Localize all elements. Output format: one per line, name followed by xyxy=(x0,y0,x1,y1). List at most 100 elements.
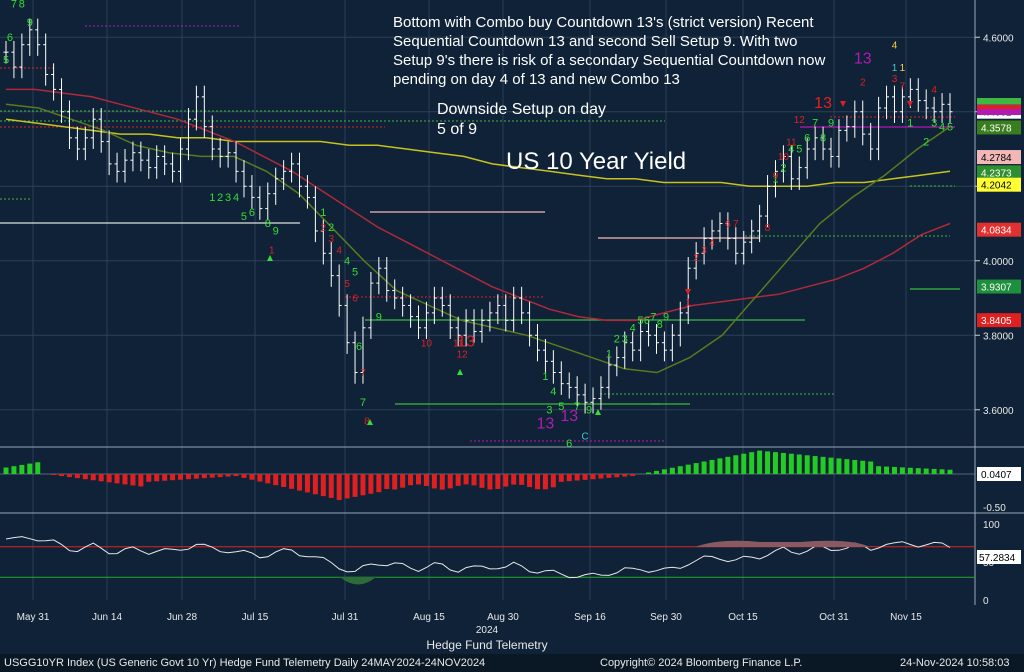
td-label-buy: 9 xyxy=(663,311,669,323)
histogram-bar xyxy=(757,450,763,474)
osc1-label-box xyxy=(977,467,1021,481)
td-label-buy: 8 xyxy=(19,0,25,10)
time-axis: May 31 Jun 14 Jun 28 Jul 15 Jul 31 Aug 15 Aug … xyxy=(17,612,923,652)
histogram-bar xyxy=(360,474,366,496)
td-label-sell: 7 xyxy=(900,81,906,92)
histogram-bar xyxy=(344,474,350,499)
td-label-buy: 4 xyxy=(550,386,556,398)
histogram-bar xyxy=(368,474,374,494)
buy-arrow-icon xyxy=(457,369,463,375)
x-tick-label: Oct 15 xyxy=(728,612,758,623)
td-label-buy: 1 xyxy=(772,174,778,186)
td-label-buy: 4 xyxy=(630,323,636,335)
histogram-bar xyxy=(725,456,731,474)
td-label-buy: 3 xyxy=(225,192,231,204)
td-label-buy: 7 xyxy=(360,397,366,409)
histogram-bar xyxy=(209,474,215,478)
oversold-fill xyxy=(340,577,376,585)
td-label-sell: 11 xyxy=(786,137,797,148)
histogram-bar xyxy=(891,466,897,474)
td-label-buy: 6 xyxy=(7,32,13,44)
histogram-bar xyxy=(447,474,453,489)
histogram-bar xyxy=(884,466,890,474)
histogram-bar xyxy=(582,474,588,480)
histogram-bar xyxy=(66,474,72,478)
histogram-bar xyxy=(138,474,144,487)
chart-subtitle: Hedge Fund Telemetry xyxy=(426,638,547,652)
histogram-bar xyxy=(947,469,953,474)
td-label-sell: 10 xyxy=(778,152,790,163)
td-label-sell: 7 xyxy=(360,368,366,379)
td-label-buy: 8 xyxy=(820,133,826,145)
price-label-box xyxy=(977,120,1021,135)
x-tick-label: Jun 14 xyxy=(92,612,122,623)
histogram-bar xyxy=(796,454,802,474)
td-label-buy: 4 xyxy=(788,144,794,156)
td-label-buy: 1 xyxy=(907,118,913,130)
price-label-text: 3.8405 xyxy=(981,316,1012,327)
histogram-bar xyxy=(876,466,882,474)
price-label-text: 3.9307 xyxy=(981,283,1012,294)
histogram-bar xyxy=(471,474,477,486)
histogram-bar xyxy=(511,474,517,485)
td-label-sell: 2 xyxy=(693,253,699,264)
td-label-buy: 1 xyxy=(209,192,215,204)
td-label-misc: 1 xyxy=(900,63,906,74)
histogram-bar xyxy=(328,474,334,498)
x-tick-label: Oct 31 xyxy=(819,612,849,623)
histogram-bar xyxy=(550,474,556,488)
histogram-bar xyxy=(519,474,525,485)
osc2-tick-label: 100 xyxy=(983,520,1000,531)
td-label-buy: 3 xyxy=(931,118,937,130)
td-label-sell: 1 xyxy=(269,245,275,256)
sma-green-line xyxy=(5,103,951,374)
td-label-buy: 3 xyxy=(622,334,628,346)
price-label-box xyxy=(977,165,1021,180)
histogram-bar xyxy=(423,474,429,486)
histogram-bar xyxy=(788,453,794,474)
histogram-bar xyxy=(352,474,358,497)
histogram-bar xyxy=(3,467,9,474)
axis-tick-label: 3.6000 xyxy=(983,406,1014,417)
td-countdown-13: 13 xyxy=(560,408,578,425)
x-year-label: 2024 xyxy=(476,625,499,636)
histogram-bar xyxy=(606,474,612,478)
histogram-bar xyxy=(836,458,842,474)
histogram-bar xyxy=(114,474,120,484)
td-label-sell: 2 xyxy=(321,223,327,234)
histogram-bar xyxy=(11,466,17,474)
histogram-bar xyxy=(590,474,596,480)
histogram-bar xyxy=(693,463,699,474)
td-label-buy: 4 xyxy=(233,192,239,204)
histogram-bar xyxy=(701,461,707,474)
histogram-bar xyxy=(566,474,572,482)
histogram-bar xyxy=(265,474,271,484)
td-label-buy: 5 xyxy=(638,315,644,327)
price-label-text: 4.2373 xyxy=(981,168,1012,179)
histogram-bar xyxy=(685,464,691,474)
histogram-bar xyxy=(598,474,604,479)
histogram-bar xyxy=(320,474,326,497)
histogram-bar xyxy=(281,474,287,487)
histogram-bar xyxy=(384,474,390,489)
buy-arrow-icon xyxy=(267,255,273,261)
td-label-sell: 8 xyxy=(765,223,771,234)
histogram-bar xyxy=(162,474,168,481)
histogram-bar xyxy=(455,474,461,486)
price-label-text: 4.2042 xyxy=(981,181,1012,192)
histogram-bar xyxy=(98,474,104,482)
td-label-misc: 1 xyxy=(892,63,898,74)
td-label-buy: 4 xyxy=(344,255,350,267)
histogram-bar xyxy=(772,452,778,474)
histogram-bar xyxy=(677,466,683,474)
chart-title: US 10 Year Yield xyxy=(506,148,687,175)
histogram-bar xyxy=(201,474,207,479)
histogram-bar xyxy=(336,474,342,500)
price-label-text: 4.2784 xyxy=(981,153,1012,164)
price-label-text: 4.0834 xyxy=(981,226,1012,237)
td-label-buy: 9 xyxy=(586,404,592,416)
td-label-buy: 4 xyxy=(939,121,945,133)
footer-bar: USGG10YR Index (US Generic Govt 10 Yr) H… xyxy=(0,654,1024,672)
td-label-sell: 9 xyxy=(773,171,779,182)
